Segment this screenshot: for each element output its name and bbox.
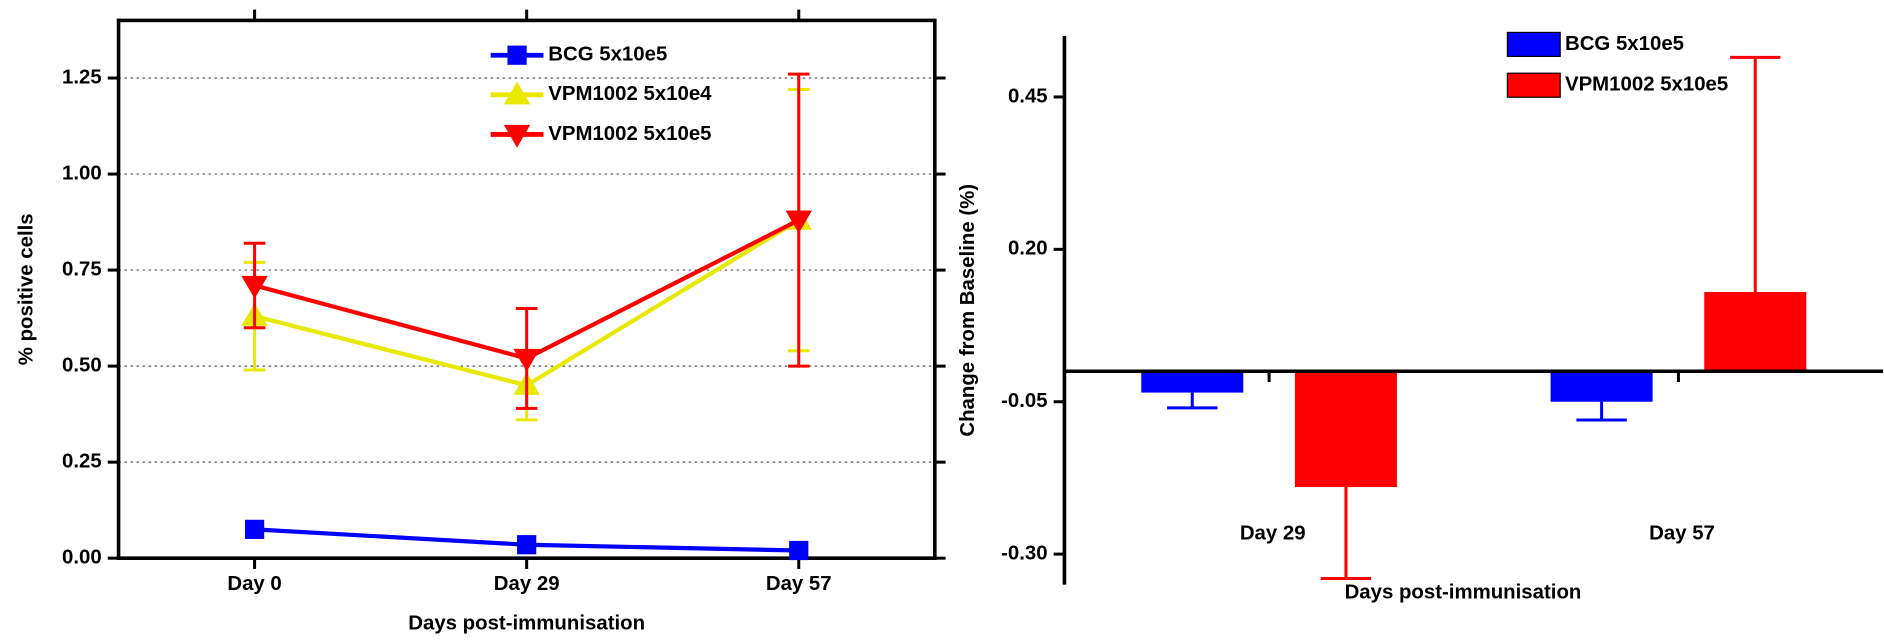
y-tick-label: 1.00 bbox=[62, 162, 102, 184]
error-bar bbox=[1320, 487, 1372, 580]
y-tick-label: -0.30 bbox=[1001, 542, 1047, 564]
error-bar bbox=[1576, 401, 1627, 422]
y-tick-label: 0.75 bbox=[62, 258, 102, 280]
x-tick-label: Day 0 bbox=[227, 573, 281, 595]
x-tick-label: Day 29 bbox=[494, 573, 560, 595]
y-tick-label: 1.25 bbox=[62, 66, 102, 88]
marker bbox=[507, 45, 527, 65]
marker bbox=[789, 540, 809, 561]
marker bbox=[517, 535, 537, 555]
y-axis-title: Change from Baseline (%) bbox=[957, 184, 979, 437]
y-tick-label: 0.50 bbox=[62, 355, 102, 377]
error-bar bbox=[1730, 55, 1781, 293]
marker bbox=[503, 81, 531, 105]
bar bbox=[1550, 371, 1653, 402]
legend-label: BCG 5x10e5 bbox=[1565, 33, 1684, 55]
x-axis-title: Days post-immunisation bbox=[1345, 581, 1582, 603]
legend-label: VPM1002 5x10e5 bbox=[548, 123, 711, 145]
y-tick-label: -0.05 bbox=[1001, 390, 1047, 412]
error-bar bbox=[1167, 392, 1218, 410]
y-tick-label: 0.45 bbox=[1008, 85, 1048, 107]
x-tick-label: Day 57 bbox=[1649, 523, 1715, 545]
y-tick-label: 0.20 bbox=[1008, 238, 1048, 260]
marker bbox=[244, 519, 265, 539]
legend-swatch bbox=[1506, 72, 1561, 98]
y-tick-label: 0.25 bbox=[62, 451, 102, 473]
legend-label: VPM1002 5x10e4 bbox=[548, 83, 712, 105]
x-tick-label: Day 29 bbox=[1240, 523, 1306, 545]
marker bbox=[513, 348, 540, 372]
x-axis-title: Days post-immunisation bbox=[408, 613, 645, 635]
bar bbox=[1294, 371, 1397, 488]
marker bbox=[503, 124, 531, 148]
y-tick-label: 0.00 bbox=[62, 547, 102, 569]
legend-label: BCG 5x10e5 bbox=[548, 44, 667, 66]
bar bbox=[1704, 292, 1807, 372]
bar bbox=[1141, 371, 1244, 393]
x-tick-label: Day 57 bbox=[766, 573, 832, 595]
y-axis-title: % positive cells bbox=[16, 213, 38, 365]
legend-swatch bbox=[1506, 31, 1561, 58]
marker bbox=[785, 210, 812, 234]
legend-label: VPM1002 5x10e5 bbox=[1565, 74, 1728, 96]
marker bbox=[241, 275, 268, 299]
